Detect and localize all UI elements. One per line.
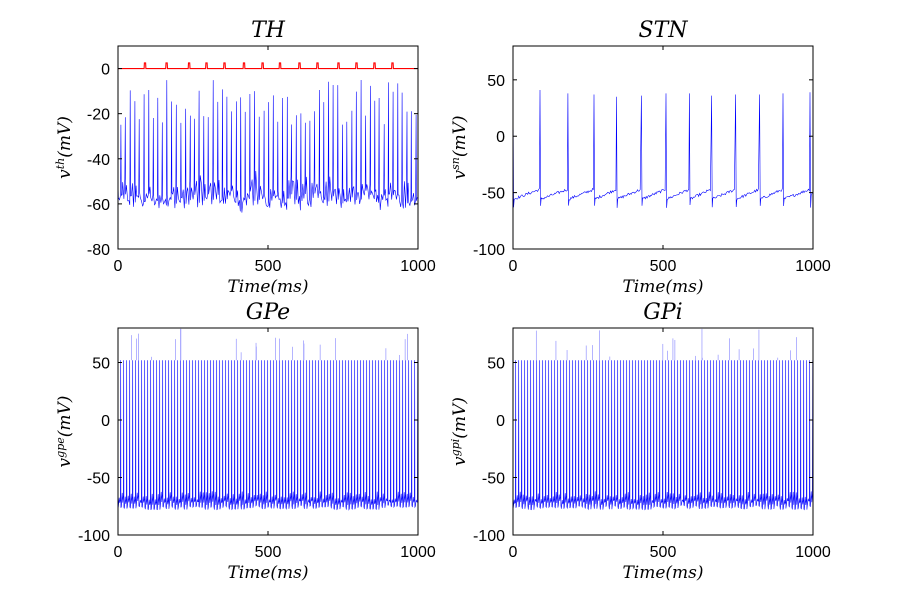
x-tick-label: 500 bbox=[650, 258, 677, 275]
y-tick-label: -60 bbox=[87, 197, 110, 214]
x-tick-label: 0 bbox=[509, 258, 518, 275]
chart-title: GPe bbox=[246, 300, 290, 325]
y-tick-label: -50 bbox=[87, 471, 110, 488]
x-tick-label: 0 bbox=[509, 544, 518, 561]
y-label-superscript: gpe bbox=[54, 437, 67, 458]
chart-title: GPi bbox=[643, 300, 682, 325]
x-axis-label: Time(ms) bbox=[622, 563, 703, 583]
chart-title: TH bbox=[251, 18, 286, 43]
series-stimulus-pulses bbox=[118, 62, 418, 70]
x-axis-label: Time(ms) bbox=[227, 277, 308, 297]
x-tick-label: 0 bbox=[114, 544, 123, 561]
x-tick-label: 500 bbox=[255, 258, 282, 275]
plot-area-stn bbox=[513, 85, 813, 208]
y-tick-label: -100 bbox=[78, 528, 110, 545]
y-axis-label: vth(mV) bbox=[54, 116, 76, 179]
y-label-unit: (mV) bbox=[55, 396, 75, 438]
y-label-unit: (mV) bbox=[55, 116, 75, 158]
axes-frame bbox=[117, 45, 419, 250]
y-tick-label: 0 bbox=[496, 129, 505, 146]
x-tick-label: 1000 bbox=[400, 544, 436, 561]
y-tick-label: -100 bbox=[473, 242, 505, 259]
x-tick-label: 500 bbox=[650, 544, 677, 561]
y-label-base: v bbox=[450, 456, 470, 466]
y-tick-label: -80 bbox=[87, 242, 110, 259]
y-tick-label: -50 bbox=[482, 471, 505, 488]
plot-area-gpi bbox=[513, 328, 813, 511]
y-tick-label: 50 bbox=[487, 73, 505, 90]
y-label-base: v bbox=[450, 170, 470, 180]
x-tick-label: 1000 bbox=[795, 258, 831, 275]
chart-th: 0 500 1000 0 -20 -40 -60 -80 TH Time(ms) vth(mV) bbox=[54, 18, 436, 297]
plot-area-gpe bbox=[118, 328, 418, 511]
x-axis-label: Time(ms) bbox=[227, 563, 308, 583]
y-axis-label: vgpe(mV) bbox=[54, 396, 76, 468]
y-tick-label: 50 bbox=[92, 356, 110, 373]
series-membrane-potential bbox=[118, 360, 418, 511]
series-membrane-potential bbox=[513, 360, 813, 511]
chart-title: STN bbox=[639, 18, 689, 43]
x-tick-label: 0 bbox=[114, 258, 123, 275]
overshoot-spikes bbox=[535, 328, 797, 361]
y-label-superscript: gpi bbox=[449, 439, 462, 457]
y-axis-label: vsn(mV) bbox=[449, 115, 471, 179]
x-tick-label: 1000 bbox=[795, 544, 831, 561]
x-tick-label: 1000 bbox=[400, 258, 436, 275]
series-membrane-potential bbox=[513, 85, 813, 208]
y-label-base: v bbox=[55, 457, 75, 467]
y-tick-label: 50 bbox=[487, 356, 505, 373]
y-tick-label: 0 bbox=[101, 413, 110, 430]
y-tick-label: -50 bbox=[482, 186, 505, 203]
x-tick-label: 500 bbox=[255, 544, 282, 561]
y-label-superscript: sn bbox=[449, 157, 462, 170]
series-membrane-potential bbox=[118, 79, 418, 213]
plot-area-th bbox=[118, 62, 418, 213]
y-label-unit: (mV) bbox=[450, 115, 470, 157]
y-axis-label: vgpi(mV) bbox=[449, 397, 471, 466]
y-label-superscript: th bbox=[54, 158, 67, 170]
y-tick-label: -20 bbox=[87, 107, 110, 124]
x-axis-label: Time(ms) bbox=[622, 277, 703, 297]
y-label-base: v bbox=[55, 169, 75, 179]
axes-frame bbox=[512, 45, 814, 250]
y-tick-label: 0 bbox=[496, 413, 505, 430]
overshoot-spikes bbox=[131, 328, 408, 361]
y-label-unit: (mV) bbox=[450, 397, 470, 439]
y-tick-label: -100 bbox=[473, 528, 505, 545]
y-tick-label: -40 bbox=[87, 152, 110, 169]
y-tick-label: 0 bbox=[101, 62, 110, 79]
